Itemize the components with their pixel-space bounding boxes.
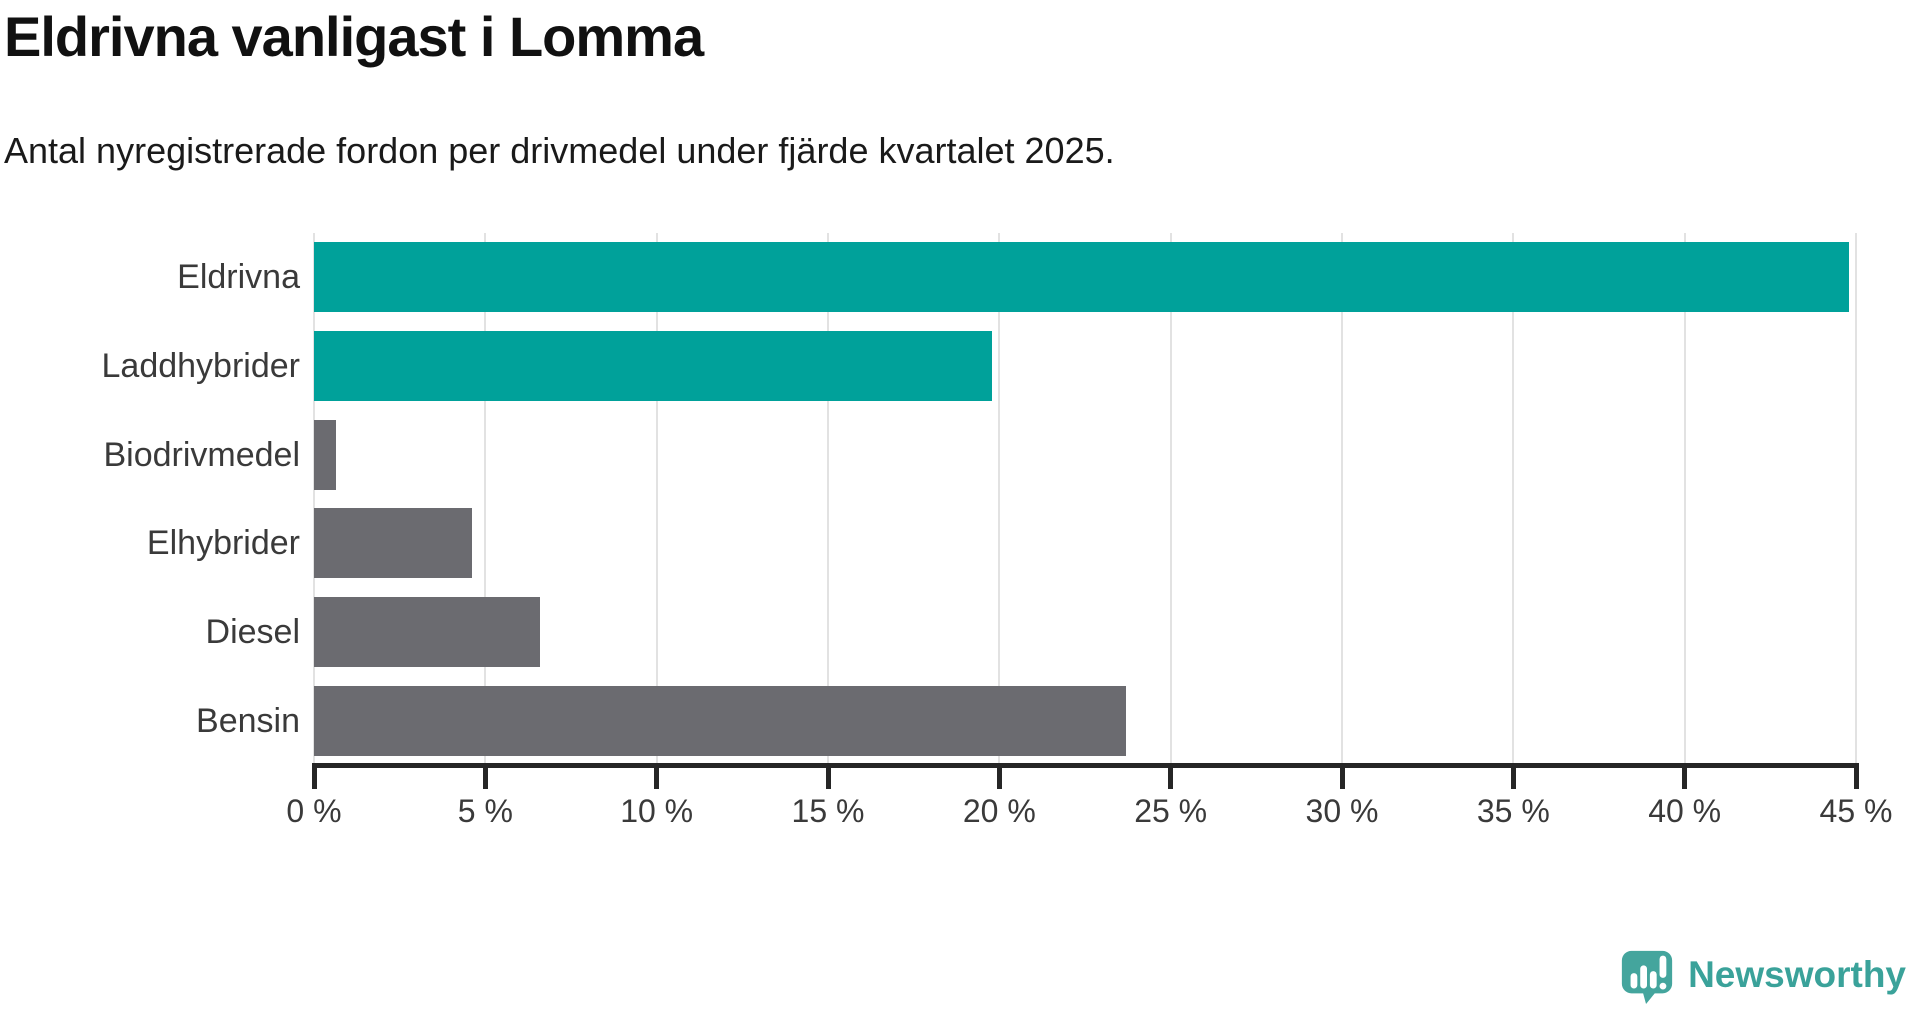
x-axis-tick [996, 767, 1002, 789]
newsworthy-logo: Newsworthy [1618, 946, 1906, 1004]
bar-biodrivmedel [314, 419, 337, 490]
x-axis-tick-label: 0 % [286, 793, 342, 829]
x-axis-tick [1853, 767, 1859, 789]
gridline [1683, 233, 1686, 765]
gridline [655, 233, 658, 765]
gridline [1855, 233, 1857, 765]
x-axis-tick [1682, 767, 1688, 789]
x-axis-tick [825, 767, 831, 789]
x-axis-tick [311, 767, 317, 789]
x-axis-tick-label: 5 % [457, 793, 513, 829]
bar-elhybrider [314, 508, 472, 579]
x-axis-tick [1168, 767, 1174, 789]
x-axis-tick [654, 767, 660, 789]
category-label: Diesel [205, 613, 300, 651]
gridline [1169, 233, 1172, 765]
bar-bensin [314, 685, 1127, 756]
category-label: Laddhybrider [101, 347, 300, 385]
gridline [313, 233, 315, 765]
x-axis-tick [1510, 767, 1516, 789]
gridline [998, 233, 1001, 765]
chart-title: Eldrivna vanligast i Lomma [4, 5, 704, 68]
gridline [827, 233, 829, 765]
category-label: Elhybrider [146, 524, 300, 563]
x-axis-tick [482, 767, 488, 789]
category-label: Biodrivmedel [103, 435, 300, 474]
newsworthy-logo-text: Newsworthy [1688, 954, 1906, 995]
newsworthy-logo-icon [1621, 950, 1673, 1004]
gridline [1512, 233, 1515, 765]
bar-diesel [314, 597, 541, 667]
x-axis-tick-label: 10 % [620, 793, 694, 829]
x-axis-tick-label: 20 % [962, 793, 1036, 829]
x-axis-tick-label: 40 % [1648, 793, 1722, 829]
x-axis-tick [1339, 767, 1345, 789]
gridline [484, 233, 487, 765]
bar-eldrivna [314, 242, 1850, 313]
x-axis-tick-label: 25 % [1134, 793, 1208, 829]
category-label: Eldrivna [177, 258, 300, 297]
x-axis-tick-label: 35 % [1476, 793, 1550, 829]
gridline [1341, 233, 1343, 765]
x-axis-line [311, 762, 1859, 768]
x-axis-tick-label: 15 % [791, 793, 865, 829]
x-axis-tick-label: 45 % [1819, 793, 1893, 829]
x-axis-tick-label: 30 % [1305, 793, 1379, 829]
bar-laddhybrider [314, 331, 993, 401]
chart-subtitle: Antal nyregistrerade fordon per drivmede… [4, 130, 1115, 171]
category-label: Bensin [196, 701, 300, 740]
